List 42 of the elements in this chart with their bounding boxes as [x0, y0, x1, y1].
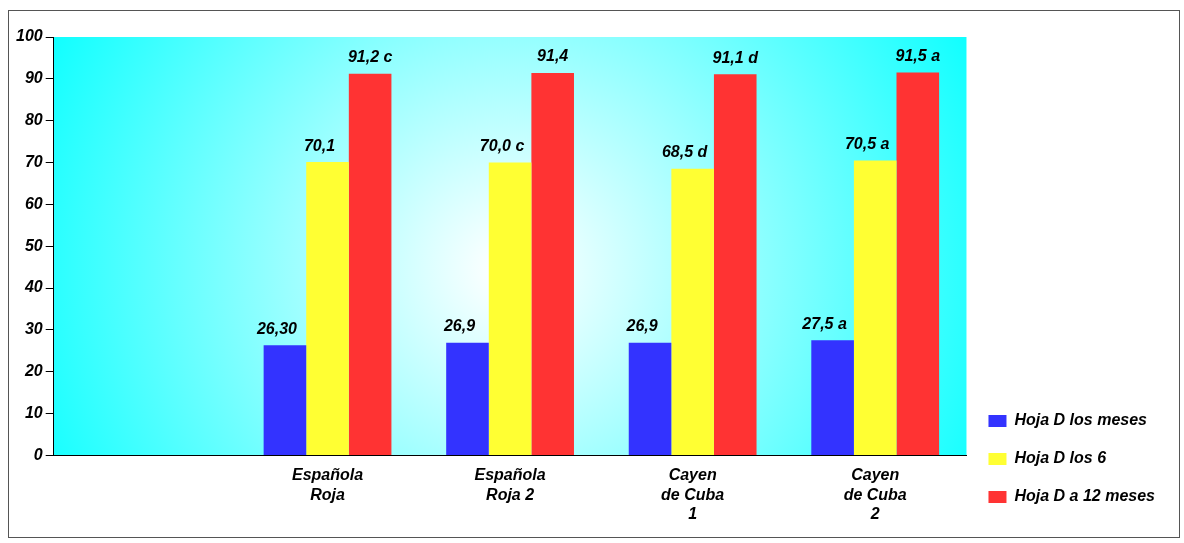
data-label: 91,1 d: [712, 48, 760, 66]
legend-label: Hoja D los 6: [1014, 449, 1107, 467]
legend-label: Hoja D a 12 meses: [1014, 487, 1156, 505]
legend-label: Hoja D los meses: [1014, 411, 1148, 429]
data-label: 26,9: [625, 317, 658, 335]
bar: [306, 162, 349, 455]
bar: [446, 342, 489, 455]
data-label: 91,5 a: [895, 46, 941, 64]
bar: [628, 342, 672, 455]
y-tick-label: 50: [24, 236, 43, 254]
data-label: 70,1: [303, 136, 336, 154]
y-tick-label: 100: [15, 27, 43, 45]
y-tick-label: 70: [24, 152, 43, 170]
y-tick-label: 80: [24, 111, 43, 129]
data-label: 26,9: [442, 317, 476, 335]
y-tick-label: 20: [23, 362, 43, 380]
x-tick-label: Española Roja: [291, 466, 364, 503]
bar: [671, 168, 714, 455]
data-label: 68,5 d: [661, 143, 709, 161]
y-tick-label: 90: [24, 69, 43, 87]
data-label: 70,5 a: [844, 134, 890, 152]
bar: [263, 345, 307, 455]
y-tick-label: 10: [24, 403, 43, 421]
data-label: 70,0 c: [479, 136, 525, 154]
bar: [896, 72, 940, 455]
bar: [348, 73, 392, 455]
x-tick-label: Española Roja 2: [474, 466, 546, 503]
x-tick-label: Cayen de Cuba 2: [843, 466, 907, 522]
data-label: 26,30: [255, 319, 298, 337]
bar: [531, 72, 574, 455]
x-tick-label: Cayen de Cuba 1: [661, 466, 725, 522]
data-label: 27,5 a: [801, 314, 847, 332]
y-tick-label: 30: [24, 320, 43, 338]
bar: [811, 340, 854, 455]
data-label: 91,4: [537, 47, 569, 65]
bar: [713, 74, 757, 455]
bar: [488, 162, 532, 455]
y-tick-label: 60: [24, 194, 43, 212]
y-tick-label: 40: [23, 278, 43, 296]
y-tick-label: 0: [33, 445, 43, 463]
data-label: 91,2 c: [347, 48, 393, 66]
bar: [853, 160, 897, 455]
